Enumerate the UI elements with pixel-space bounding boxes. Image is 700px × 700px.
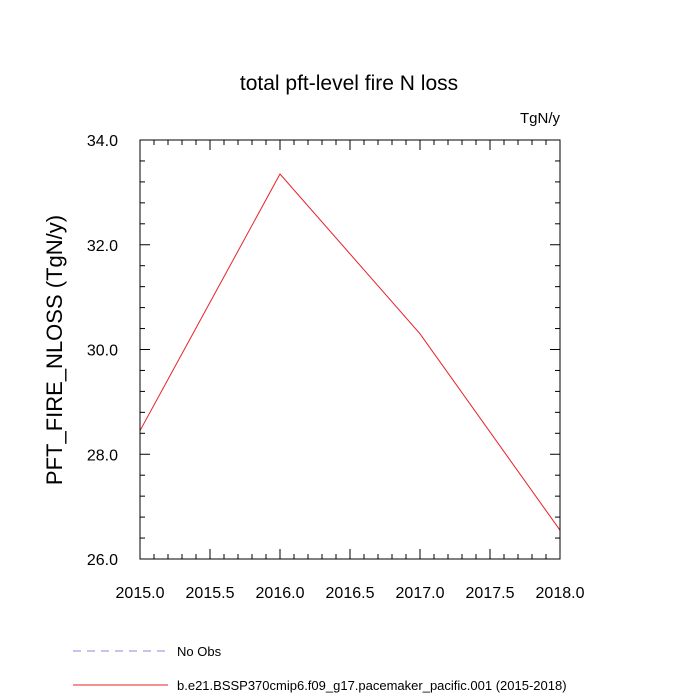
x-tick-label: 2016.5 (326, 585, 375, 602)
legend: No Obs b.e21.BSSP370cmip6.f09_g17.pacemak… (73, 644, 567, 693)
y-axis: 26.0 28.0 30.0 32.0 34.0 (87, 133, 560, 569)
y-tick-label: 28.0 (87, 447, 118, 464)
y-tick-label: 34.0 (87, 133, 118, 150)
x-tick-label: 2015.5 (186, 585, 235, 602)
plot-frame (139, 139, 561, 560)
series-line (139, 173, 561, 531)
x-tick-label: 2017.5 (466, 585, 515, 602)
y-tick-label: 30.0 (87, 343, 118, 360)
y-tick-label: 26.0 (87, 552, 118, 569)
x-tick-label: 2015.0 (116, 585, 165, 602)
units-label: TgN/y (520, 110, 561, 127)
legend-label: No Obs (177, 644, 222, 659)
x-tick-label: 2018.0 (536, 585, 585, 602)
y-axis-label: PFT_FIRE_NLOSS (TgN/y) (42, 215, 67, 485)
plot-series (139, 173, 561, 531)
legend-label: b.e21.BSSP370cmip6.f09_g17.pacemaker_pac… (177, 678, 567, 693)
y-tick-label: 32.0 (87, 238, 118, 255)
x-tick-label: 2017.0 (396, 585, 445, 602)
x-tick-label: 2016.0 (256, 585, 305, 602)
x-axis: 2015.0 2015.5 2016.0 2016.5 2017.0 2017.5 2018… (116, 140, 585, 602)
chart-title: total pft-level fire N loss (240, 72, 458, 95)
